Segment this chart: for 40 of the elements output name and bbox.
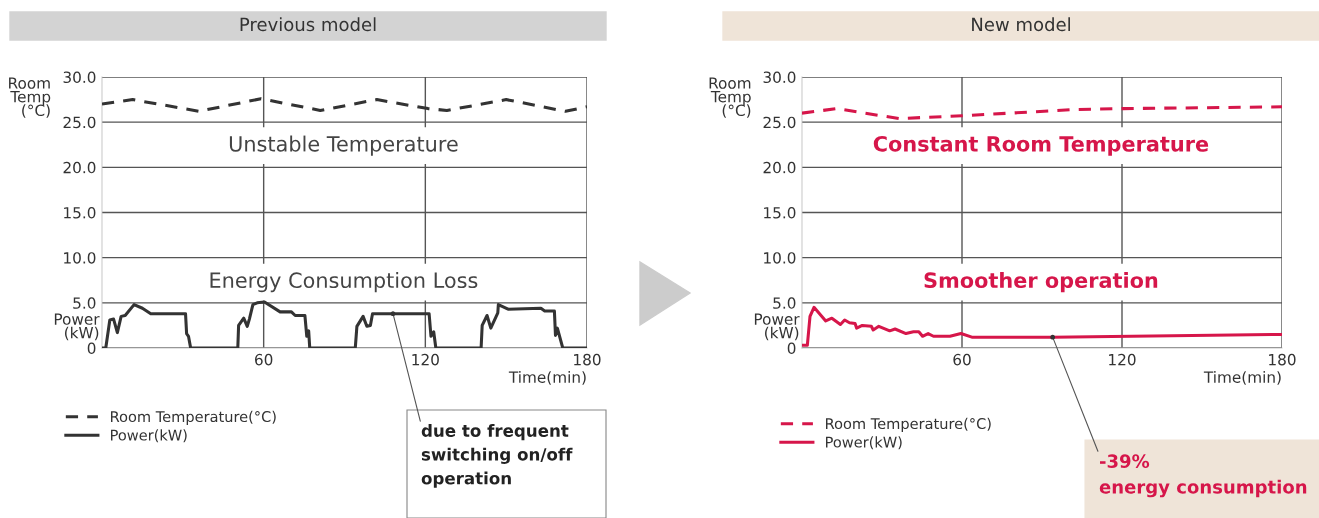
annotation: Smoother operation	[924, 271, 1158, 293]
annotation: Energy Consumption Loss	[210, 271, 478, 293]
y-tick-label: 10.0	[64, 252, 96, 264]
text: Power (kW)	[54, 313, 100, 341]
y-tick-label: 25.0	[763, 116, 796, 129]
y-tick-label: 15.0	[64, 206, 96, 219]
x-tick-label: 60	[953, 353, 971, 366]
chart-title: Previous model	[240, 17, 376, 32]
x-tick-label: 60	[255, 353, 273, 366]
y-tick-label: 30.0	[63, 71, 96, 84]
line-series	[102, 97, 587, 113]
x-tick-label: 120	[412, 353, 439, 366]
y-tick-label: 10.0	[764, 252, 796, 264]
legend-label: Room Temperature(°C)	[111, 410, 276, 425]
y-tick-label: 20.0	[763, 161, 796, 174]
y-tick-label: 5.0	[73, 297, 96, 309]
y-axis-title: Room Temp (°C)	[9, 77, 51, 118]
text: Power (kW)	[754, 313, 800, 341]
y-tick-label: 5.0	[773, 297, 796, 309]
x-tick-label: 180	[1269, 353, 1296, 366]
chart-title: New model	[972, 17, 1070, 32]
y-tick-label: 30.0	[763, 71, 796, 84]
x-axis-title: Time(min)	[508, 371, 586, 385]
y-tick-label: 15.0	[764, 206, 796, 219]
annotation: Unstable Temperature	[229, 135, 458, 156]
y-tick-label: 20.0	[63, 161, 96, 174]
line-series	[802, 105, 1282, 121]
x-tick-label: 120	[1109, 353, 1136, 366]
annotation: -39% energy consumption	[1099, 454, 1307, 498]
annotation: due to frequent switching on/off operation	[421, 424, 573, 488]
x-axis-title: Time(min)	[1203, 371, 1281, 385]
y-tick-label: 25.0	[63, 116, 96, 129]
x-tick-label: 180	[574, 353, 601, 366]
legend-label: Power(kW)	[826, 436, 902, 450]
y-axis-title: Room Temp (°C)	[709, 77, 751, 118]
y-tick-label: 0	[87, 342, 96, 355]
y-tick-label: 0	[787, 342, 796, 355]
legend-label: Power(kW)	[111, 429, 187, 443]
legend-label: Room Temperature(°C)	[826, 417, 991, 432]
annotation: Constant Room Temperature	[873, 135, 1209, 156]
